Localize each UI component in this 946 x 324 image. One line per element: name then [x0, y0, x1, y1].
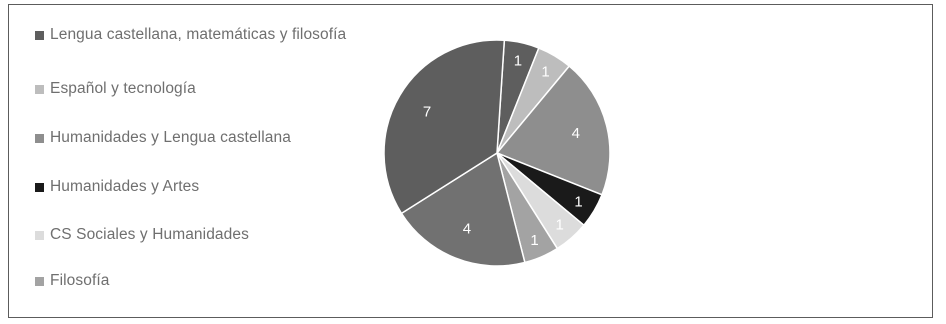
legend-item: Humanidades y Artes [35, 177, 350, 197]
legend-label: Humanidades y Lengua castellana [50, 129, 291, 146]
slice-label: 1 [555, 216, 563, 233]
slice-label: 4 [572, 125, 580, 142]
slice-label: 4 [463, 221, 471, 238]
legend-swatch [35, 231, 44, 240]
legend-swatch [35, 134, 44, 143]
legend-label: Español y tecnología [50, 80, 196, 97]
legend-item: Español y tecnología [35, 79, 350, 99]
legend-label: Humanidades y Artes [50, 178, 200, 195]
pie-slice [495, 65, 611, 196]
legend-item: Humanidades y Lengua castellana [35, 128, 350, 148]
slice-label: 1 [541, 63, 549, 80]
legend-swatch [35, 183, 44, 192]
chart-frame: Lengua castellana, matemáticas y filosof… [8, 4, 933, 318]
legend-label: CS Sociales y Humanidades [50, 226, 249, 243]
legend-label: Filosofía [50, 272, 110, 289]
legend-item: CS Sociales y Humanidades [35, 225, 350, 245]
legend-swatch [35, 277, 44, 286]
legend-swatch [35, 85, 44, 94]
slice-label: 1 [530, 232, 538, 249]
pie-slice [400, 151, 526, 267]
legend-label: Lengua castellana, matemáticas y filosof… [50, 26, 347, 43]
slice-label: 7 [423, 103, 431, 120]
legend-item: Filosofía [35, 271, 350, 291]
slice-label: 1 [574, 193, 582, 210]
legend-item: Lengua castellana, matemáticas y filosof… [35, 25, 350, 45]
legend-swatch [35, 31, 44, 40]
pie-slice [383, 39, 506, 215]
slice-label: 1 [514, 52, 522, 69]
